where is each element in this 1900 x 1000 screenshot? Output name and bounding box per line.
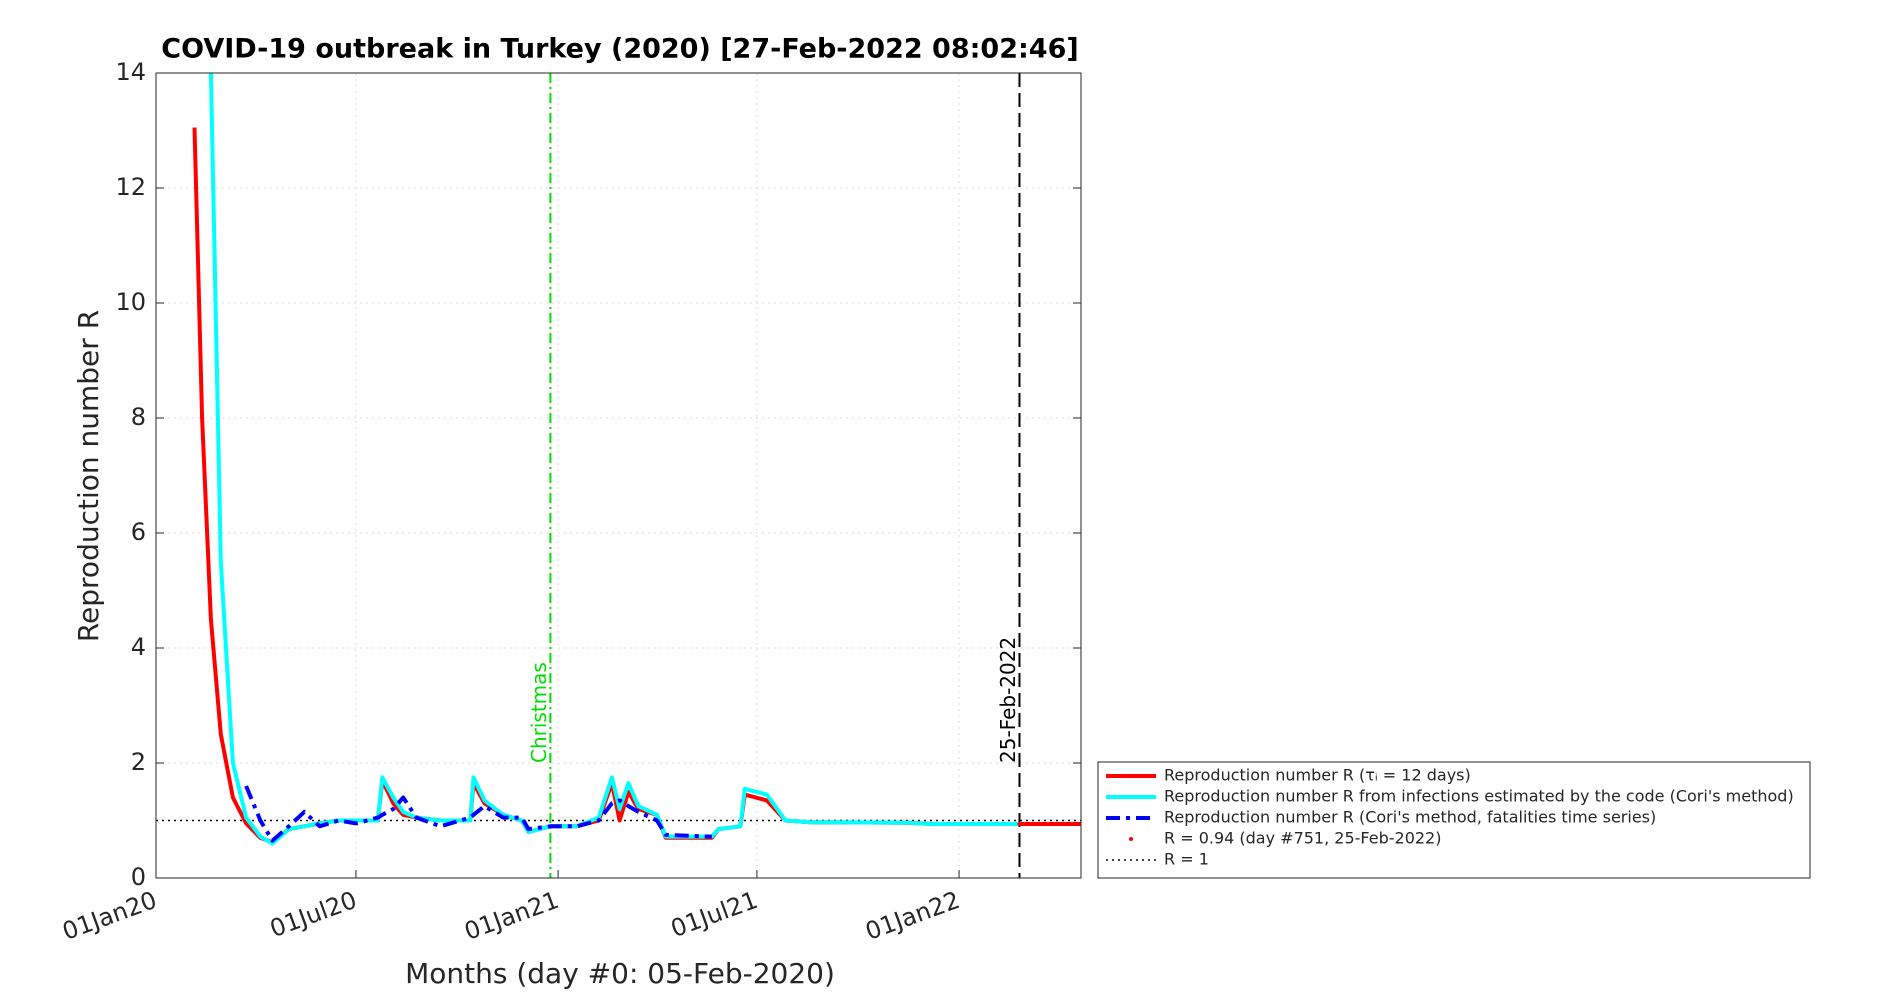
plot-frame <box>155 72 1082 879</box>
y-tick-label: 12 <box>115 173 146 201</box>
x-tick-label: 01Jul21 <box>667 886 761 943</box>
y-axis-label: Reproduction number R <box>72 310 105 642</box>
legend-label: R = 0.94 (day #751, 25-Feb-2022) <box>1164 829 1441 848</box>
x-tick-label: 01Jan22 <box>862 886 964 946</box>
x-tick-label: 01Jan21 <box>461 886 563 946</box>
legend-box <box>1097 761 1811 879</box>
y-tick-label: 0 <box>131 863 146 891</box>
y-tick-label: 8 <box>131 403 146 431</box>
legend-swatch <box>1129 837 1133 841</box>
y-tick-label: 2 <box>131 748 146 776</box>
y-tick-label: 14 <box>115 58 146 86</box>
x-tick-label: 01Jul20 <box>266 886 360 943</box>
chart-title: COVID-19 outbreak in Turkey (2020) [27-F… <box>161 34 1078 65</box>
y-tick-label: 4 <box>131 633 146 661</box>
y-tick-label: 10 <box>115 288 146 316</box>
series-line <box>244 785 712 843</box>
legend-label: Reproduction number R (Cori's method, fa… <box>1164 808 1656 827</box>
legend-label: Reproduction number R (τᵢ = 12 days) <box>1164 766 1471 785</box>
vertical-line-label: 25-Feb-2022 <box>996 637 1020 763</box>
y-tick-label: 6 <box>131 518 146 546</box>
current-point <box>1017 821 1022 826</box>
legend-label: R = 1 <box>1164 850 1209 869</box>
series-line <box>208 73 1020 846</box>
vertical-line-label: Christmas <box>527 662 551 763</box>
plot-area <box>156 73 1081 878</box>
legend-label: Reproduction number R from infections es… <box>1164 787 1794 806</box>
x-tick-label: 01Jan20 <box>59 886 161 946</box>
x-axis-label: Months (day #0: 05-Feb-2020) <box>405 957 835 990</box>
